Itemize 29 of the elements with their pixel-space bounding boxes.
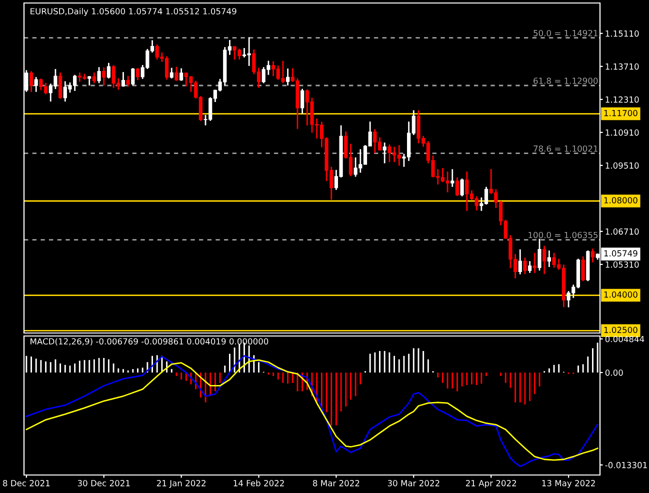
- y-tick-label: 1.05310: [606, 261, 639, 268]
- x-tick-label: 30 Dec 2021: [78, 480, 130, 486]
- ref-line-label: 1.04000: [604, 291, 638, 298]
- x-tick-label: 30 Mar 2022: [388, 480, 440, 486]
- ref-line-label: 1.11700: [604, 110, 638, 116]
- ref-line-label: 1.08000: [604, 197, 638, 204]
- ref-line-label: 78.6 = 1.10021: [534, 145, 598, 152]
- x-tick-label: 13 May 2022: [542, 480, 595, 488]
- y-tick-label: 1.06710: [606, 228, 639, 235]
- x-tick-label: 8 Mar 2022: [313, 480, 360, 486]
- y-tick-label: -0.013301: [605, 462, 647, 468]
- ref-line-label: 50.0 = 1.14921: [534, 30, 598, 36]
- y-tick-label: 1.09510: [606, 162, 639, 169]
- ref-line-label: 1.02500: [604, 326, 638, 334]
- chart-title: MACD(12,26,9) -0.006769 -0.009861 0.004019 0.000000: [30, 338, 268, 346]
- x-tick-label: 21 Jan 2022: [156, 480, 206, 488]
- text: EURUSD,Daily 1.05600 1.05774 1.05512 1.05749: [30, 8, 236, 16]
- y-tick-label: 1.12310: [606, 96, 639, 103]
- x-tick-label: 21 Apr 2022: [466, 480, 516, 488]
- x-tick-label: 8 Dec 2021: [3, 480, 50, 486]
- x-tick-label: 14 Feb 2022: [234, 480, 284, 486]
- y-tick-label: 1.13710: [606, 63, 639, 70]
- y-tick-label: 0.00: [605, 370, 623, 376]
- text: 1.05749: [604, 250, 638, 256]
- ref-line-label: 61.8 = 1.12900: [534, 78, 598, 84]
- ref-line-label: 100.0 = 1.06355: [528, 232, 598, 238]
- y-tick-label: 1.15110: [606, 30, 639, 37]
- y-tick-label: 0.004844: [605, 336, 644, 342]
- y-tick-label: 1.10910: [606, 129, 639, 136]
